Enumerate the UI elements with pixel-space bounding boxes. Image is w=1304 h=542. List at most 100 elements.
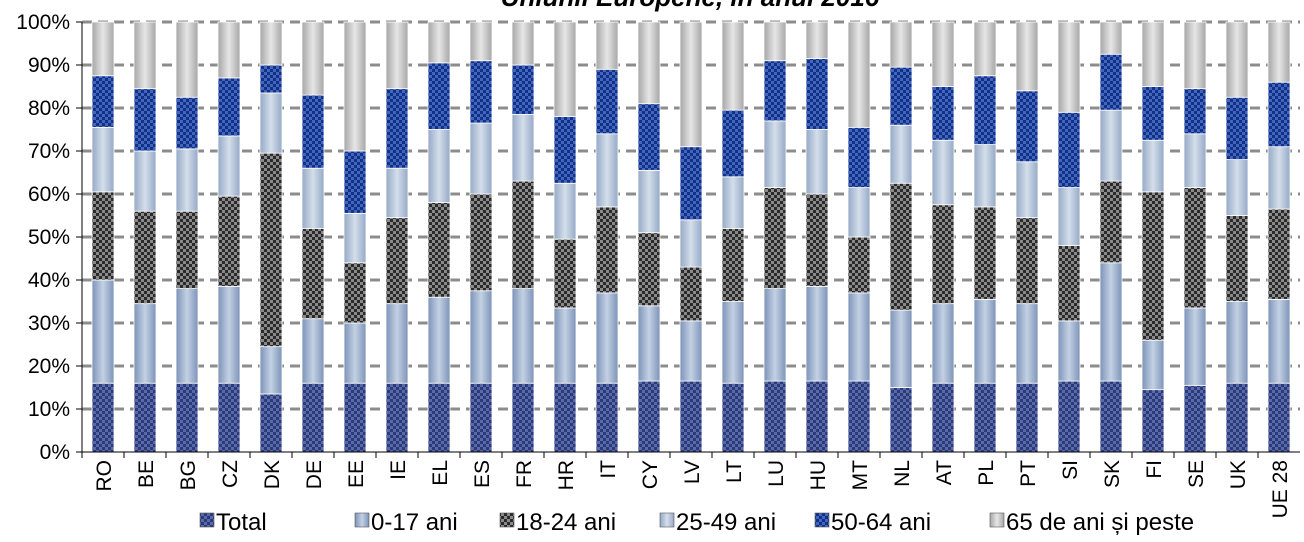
bar-segment: [343, 382, 367, 453]
bar-segment: [595, 21, 619, 70]
bar-segment: [889, 66, 913, 126]
bar-segment: [1015, 90, 1039, 163]
x-tick-label: DK: [261, 460, 284, 489]
bar-segment: [889, 182, 913, 311]
bar-segment: [469, 290, 493, 384]
x-tick-label: NL: [891, 460, 914, 487]
bar-segment: [1225, 301, 1249, 384]
bar-segment: [847, 292, 871, 382]
bar-segment: [427, 62, 451, 130]
y-tick-label: 10%: [28, 398, 70, 421]
bar-segment: [1015, 217, 1039, 305]
bar-segment: [1141, 191, 1165, 341]
bar-segment: [1057, 245, 1081, 322]
bar-segment: [847, 380, 871, 453]
bar-segment: [637, 305, 661, 382]
y-tick-label: 80%: [28, 97, 70, 120]
x-tick-label: AT: [933, 460, 956, 485]
x-tick-label: CY: [639, 460, 662, 489]
bar-segment: [1267, 21, 1291, 83]
bar-segment: [1099, 53, 1123, 111]
bar-segment: [763, 288, 787, 382]
bar-segment: [973, 382, 997, 453]
bar-segment: [385, 217, 409, 305]
x-tick-label: HR: [555, 460, 578, 490]
bar-segment: [1057, 21, 1081, 113]
bar-segment: [1099, 180, 1123, 264]
bar-segment: [175, 96, 199, 150]
y-tick-label: 100%: [16, 11, 70, 34]
bar-segment: [1183, 187, 1207, 309]
x-tick-label: SK: [1101, 460, 1124, 488]
x-tick-label: PL: [975, 460, 998, 486]
legend-label: 0-17 ani: [371, 509, 458, 536]
bar-segment: [805, 129, 829, 195]
y-tick-label: 0%: [40, 441, 70, 464]
x-tick-label: DE: [303, 460, 326, 489]
x-tick-label: HU: [807, 460, 830, 490]
bar-segment: [931, 21, 955, 87]
bar-segment: [637, 380, 661, 453]
bar-segment: [343, 212, 367, 264]
bar-segment: [595, 292, 619, 384]
bar-segment: [847, 236, 871, 294]
bar-segment: [91, 75, 115, 128]
bar-segment: [1057, 187, 1081, 247]
bar-segment: [679, 21, 703, 148]
bar-segment: [763, 187, 787, 290]
bar-segment: [889, 387, 913, 453]
bar-segment: [889, 124, 913, 184]
bar-segment: [133, 21, 157, 90]
bar-segment: [217, 382, 241, 453]
bar-segment: [763, 60, 787, 122]
bar-segment: [1183, 21, 1207, 90]
bar-segment: [301, 382, 325, 453]
bar-segment: [1267, 382, 1291, 453]
bar-segment: [1015, 303, 1039, 384]
y-tick-label: 40%: [28, 269, 70, 292]
bar-segment: [469, 21, 493, 62]
bar-segment: [511, 180, 535, 290]
bar-segment: [1225, 215, 1249, 302]
bar-segment: [763, 120, 787, 188]
bar-segment: [427, 202, 451, 298]
bar-segment: [679, 266, 703, 322]
legend-swatch: [989, 512, 1005, 528]
legend: Total 0-17 ani 18-24 ani 25-49 ani 50-64 ani…: [199, 509, 1194, 536]
legend-label: 25-49 ani: [676, 509, 776, 536]
y-tick-label: 20%: [28, 355, 70, 378]
legend-label: 18-24 ani: [516, 509, 616, 536]
y-tick-label: 60%: [28, 183, 70, 206]
legend-swatch: [354, 512, 370, 528]
bar-segment: [931, 204, 955, 305]
bar-segment: [973, 75, 997, 145]
x-tick-label: FR: [513, 460, 536, 488]
bar-segment: [1225, 159, 1249, 216]
x-tick-label: RO: [93, 460, 116, 492]
bar-segment: [1267, 208, 1291, 300]
x-tick-label: UK: [1227, 460, 1250, 489]
bar-segment: [1183, 88, 1207, 135]
bar-segment: [1099, 380, 1123, 453]
bar-segment: [91, 126, 115, 193]
axes: 0% 10% 20% 30% 40% 50% 60% 70% 80% 90% 100% RO BE BG C…: [16, 11, 1300, 518]
bar-segment: [973, 206, 997, 300]
bar-segment: [427, 129, 451, 203]
bar-segment: [1141, 86, 1165, 141]
bar-segment: [427, 296, 451, 384]
x-tick-label: IT: [597, 460, 620, 479]
x-tick-label: UE 28: [1269, 460, 1292, 518]
y-tick-label: 50%: [28, 226, 70, 249]
bar-segment: [301, 227, 325, 320]
bar-segment: [721, 109, 745, 178]
x-tick-label: BE: [135, 460, 158, 488]
bar-segment: [133, 303, 157, 384]
bar-segment: [721, 382, 745, 453]
bar-segment: [1225, 21, 1249, 98]
bar-segment: [343, 322, 367, 384]
bar-segment: [1099, 21, 1123, 55]
bar-segment: [805, 286, 829, 382]
bar-segment: [721, 227, 745, 302]
bar-segment: [1057, 320, 1081, 382]
